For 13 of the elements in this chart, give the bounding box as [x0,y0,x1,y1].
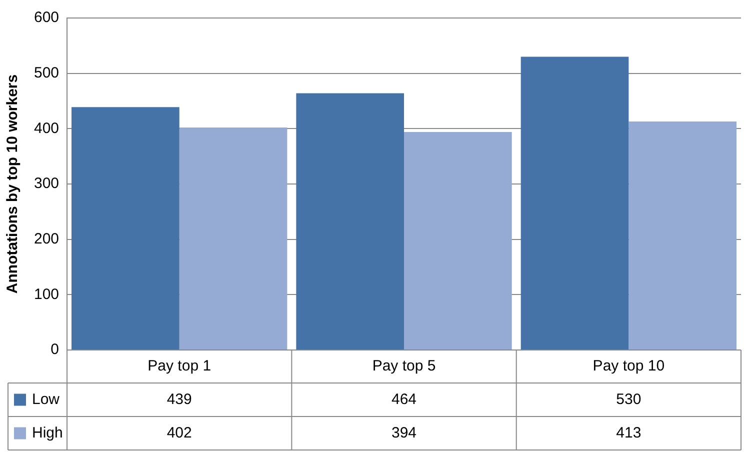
y-tick-label: 200 [34,230,60,248]
bar [296,93,404,350]
y-axis-title: Annotations by top 10 workers [4,74,22,294]
bar [179,128,288,350]
y-tick-label: 400 [34,120,60,137]
bar [404,132,512,350]
y-tick-label: 300 [34,175,60,192]
bar [628,121,737,350]
bar [72,107,180,350]
y-tick-label: 100 [34,286,60,303]
y-tick-label: 500 [34,64,60,82]
y-tick-label: 600 [34,9,60,26]
bar [520,56,629,350]
